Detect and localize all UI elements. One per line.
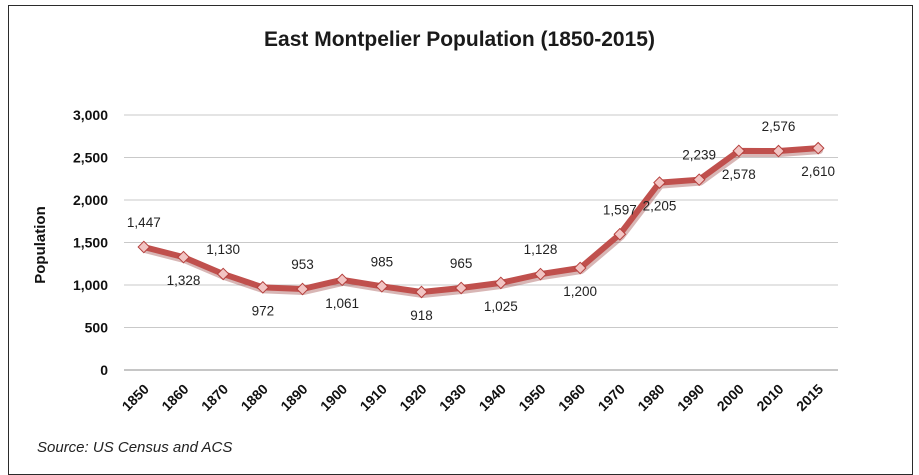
y-tick-label: 2,500 <box>73 150 108 166</box>
data-label: 953 <box>291 257 314 272</box>
x-axis-ticks: 1850 1860 1870 1880 1890 1900 1910 1920 1930 1940… <box>119 381 827 414</box>
x-tick-label: 1870 <box>198 381 231 414</box>
x-tick-label: 1950 <box>515 381 548 414</box>
chart-title: East Montpelier Population (1850-2015) <box>264 28 655 51</box>
chart-frame <box>8 5 913 475</box>
x-tick-label: 1940 <box>476 381 509 414</box>
data-label: 1,328 <box>167 273 201 288</box>
x-tick-label: 2010 <box>753 381 786 414</box>
series-line <box>140 145 822 295</box>
data-label: 2,576 <box>762 119 796 134</box>
data-point <box>415 285 428 299</box>
x-tick-label: 1920 <box>396 381 429 414</box>
x-tick-label: 1910 <box>357 381 390 414</box>
data-label: 2,610 <box>801 164 835 179</box>
series-population <box>137 141 825 299</box>
data-point <box>375 279 389 293</box>
data-label: 2,578 <box>722 167 756 182</box>
x-tick-label: 1930 <box>436 381 469 414</box>
data-point <box>573 261 587 275</box>
x-tick-label: 1890 <box>277 381 310 414</box>
y-tick-label: 1,000 <box>73 277 108 293</box>
data-label: 1,128 <box>524 242 558 257</box>
y-tick-label: 1,500 <box>73 235 108 251</box>
x-tick-label: 1860 <box>158 381 191 414</box>
source-note: Source: US Census and ACS <box>37 439 233 456</box>
y-axis-label: Population <box>32 206 49 284</box>
y-tick-label: 2,000 <box>73 192 108 208</box>
x-tick-label: 1900 <box>317 381 350 414</box>
y-tick-label: 500 <box>85 320 109 336</box>
x-tick-label: 1850 <box>119 381 152 414</box>
x-tick-label: 1980 <box>634 381 667 414</box>
data-point <box>534 267 547 281</box>
data-label: 1,025 <box>484 299 518 314</box>
y-tick-label: 3,000 <box>73 107 108 123</box>
data-point <box>296 282 309 296</box>
data-label: 918 <box>410 308 433 323</box>
data-point <box>811 141 825 155</box>
x-tick-label: 1960 <box>555 381 588 414</box>
data-point <box>137 240 151 254</box>
series-line-shadow <box>140 146 824 298</box>
data-point <box>613 227 627 241</box>
x-tick-label: 2015 <box>793 381 826 414</box>
x-tick-label: 2000 <box>714 381 747 414</box>
data-label: 1,200 <box>563 284 597 299</box>
data-point <box>216 267 230 281</box>
x-tick-label: 1970 <box>595 381 628 414</box>
data-point <box>732 144 746 158</box>
data-labels: 1,447 1,328 1,130 972 953 1,061 985 918 965 1,025… <box>127 119 835 323</box>
data-point <box>692 173 706 187</box>
data-point <box>335 273 349 287</box>
data-label: 1,597 <box>603 202 637 217</box>
data-point <box>256 281 270 294</box>
y-tick-label: 0 <box>100 362 108 378</box>
data-label: 1,447 <box>127 215 161 230</box>
data-label: 972 <box>252 303 275 318</box>
data-label: 2,205 <box>643 199 677 214</box>
y-axis-ticks: 0 500 1,000 1,500 2,000 2,500 3,000 <box>73 107 108 378</box>
data-point <box>454 281 468 295</box>
data-label: 965 <box>450 256 473 271</box>
data-label: 1,130 <box>206 242 240 257</box>
x-tick-label: 1880 <box>238 381 271 414</box>
data-point <box>653 176 666 189</box>
x-tick-label: 1990 <box>674 381 707 414</box>
data-point <box>177 250 190 264</box>
data-point <box>494 276 508 290</box>
data-label: 985 <box>371 254 394 269</box>
data-label: 2,239 <box>682 148 716 163</box>
data-point <box>772 144 785 158</box>
data-label: 1,061 <box>325 296 359 311</box>
